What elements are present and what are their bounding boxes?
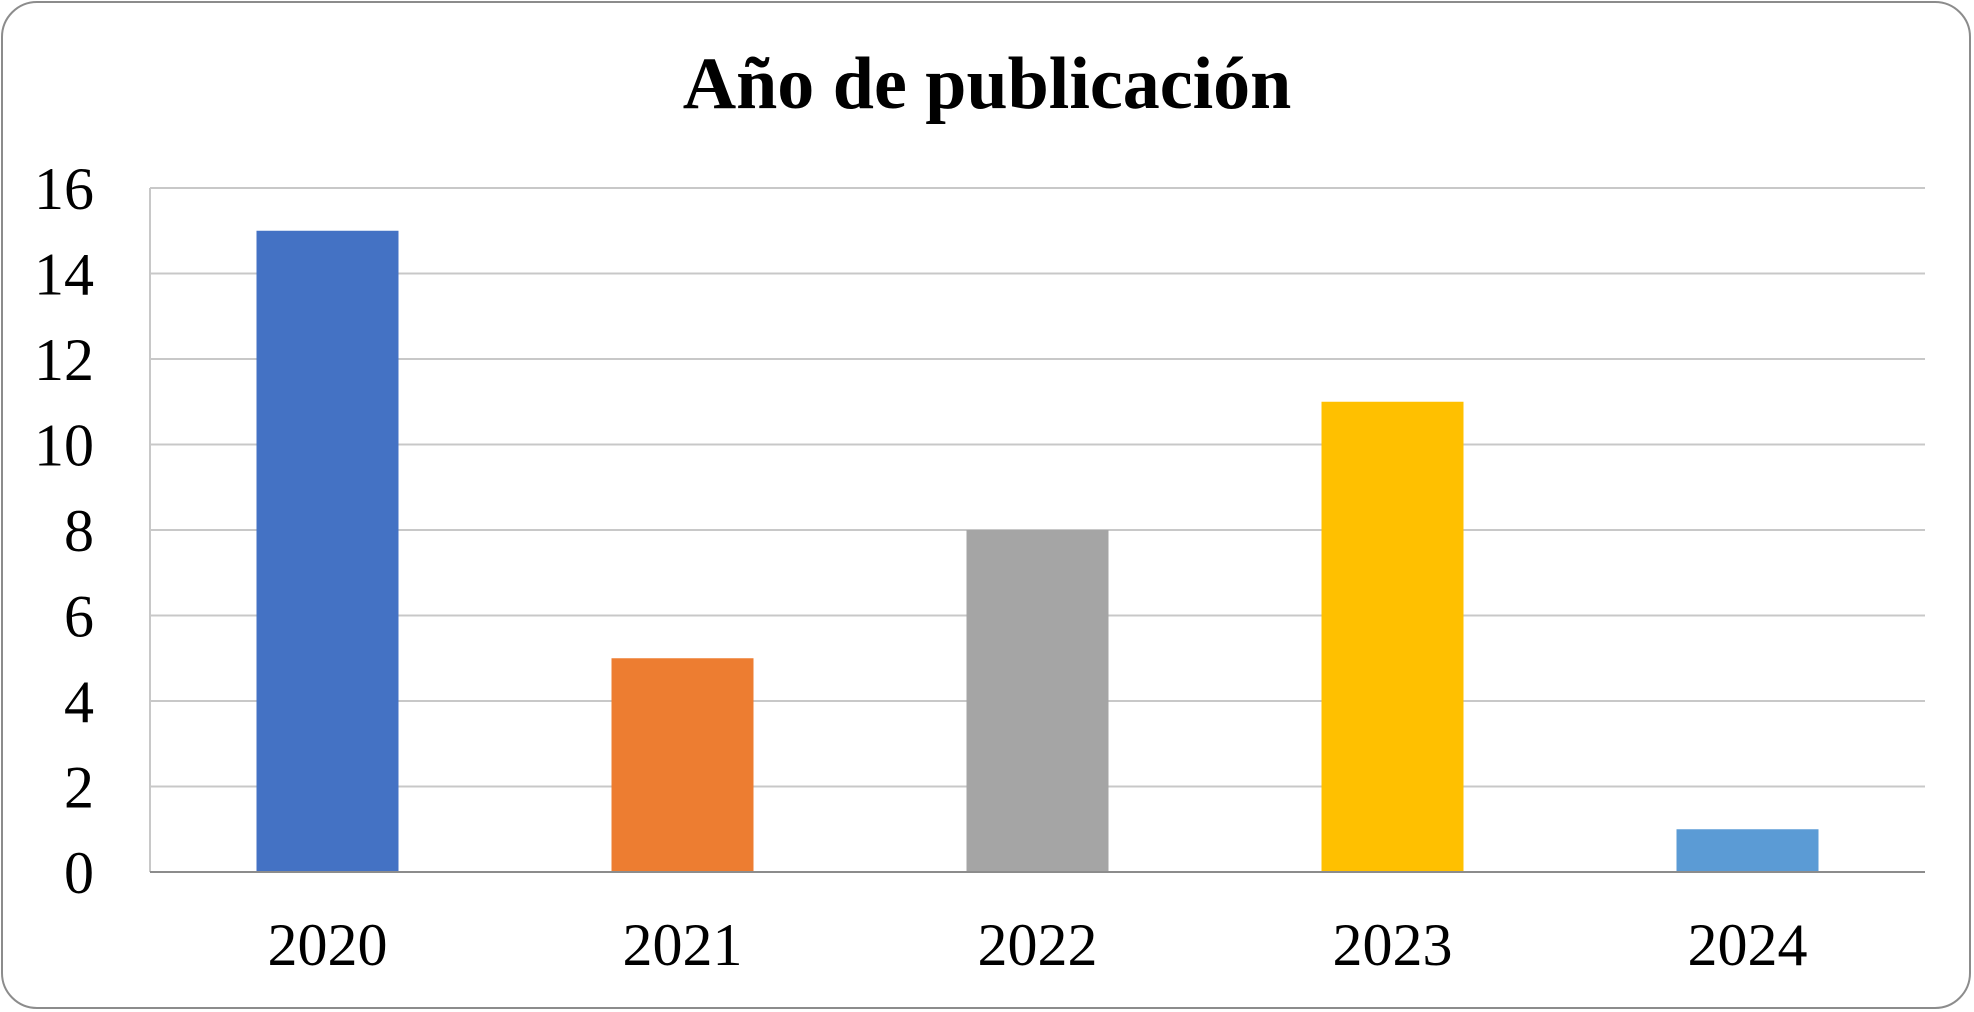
- bar-2023: [1321, 401, 1464, 872]
- gridlines: [149, 187, 1925, 872]
- y-tick-label: 6: [64, 584, 94, 650]
- x-tick-label: 2020: [268, 912, 388, 978]
- y-tick-label: 4: [64, 669, 94, 735]
- x-tick-label: 2024: [1688, 912, 1808, 978]
- y-tick-label: 10: [34, 413, 94, 479]
- y-tick-label: 14: [34, 242, 94, 308]
- bars: [256, 230, 1819, 872]
- bar-2022: [966, 530, 1109, 872]
- x-tick-label: 2021: [623, 912, 743, 978]
- chart-title: Año de publicación: [683, 43, 1292, 125]
- y-tick-label: 8: [64, 498, 94, 564]
- x-tick-label: 2022: [978, 912, 1098, 978]
- bar-2021: [611, 658, 754, 872]
- y-axis-tick-labels: 0 2 4 6 8 10 12 14 16: [34, 156, 94, 906]
- y-tick-label: 12: [34, 327, 94, 393]
- x-axis-tick-labels: 2020 2021 2022 2023 2024: [268, 912, 1808, 978]
- bar-2024: [1676, 829, 1819, 872]
- y-tick-label: 16: [34, 156, 94, 222]
- y-tick-label: 0: [64, 840, 94, 906]
- bar-2020: [256, 230, 399, 872]
- x-tick-label: 2023: [1333, 912, 1453, 978]
- y-tick-label: 2: [64, 755, 94, 821]
